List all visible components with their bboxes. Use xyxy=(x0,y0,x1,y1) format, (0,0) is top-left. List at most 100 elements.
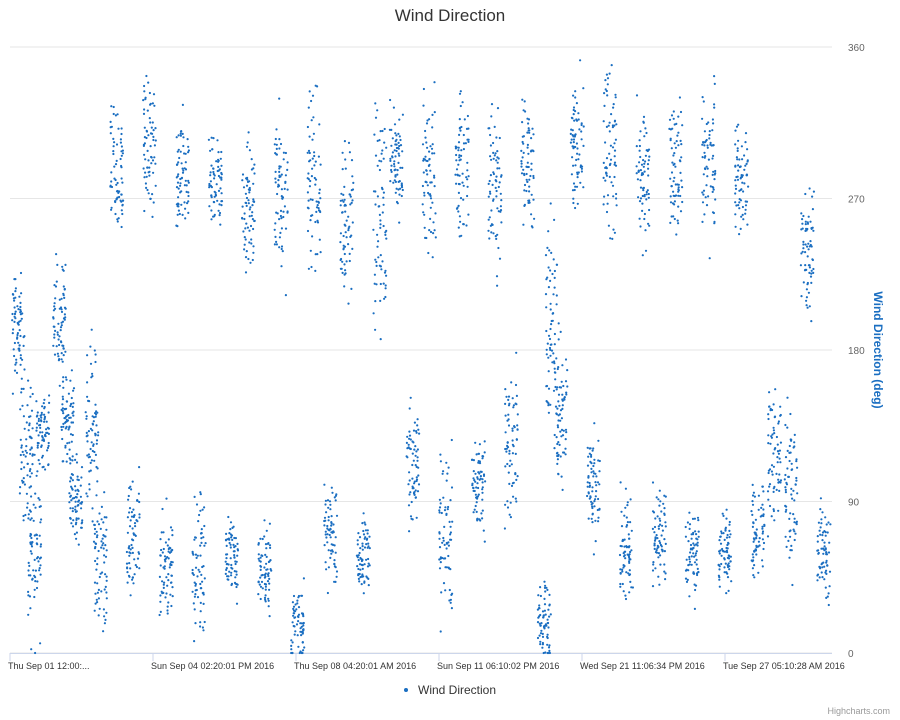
data-point xyxy=(131,551,134,555)
data-point xyxy=(711,129,714,132)
data-point xyxy=(94,559,97,563)
data-point xyxy=(706,146,709,149)
data-point xyxy=(572,164,575,167)
data-point xyxy=(785,545,788,549)
data-point xyxy=(307,267,310,270)
data-point xyxy=(482,529,485,532)
data-point xyxy=(93,349,96,352)
legend[interactable]: Wind Direction xyxy=(404,683,496,697)
data-point xyxy=(275,240,278,243)
data-point xyxy=(751,483,754,486)
data-point xyxy=(93,581,97,584)
data-point xyxy=(120,154,123,157)
data-point xyxy=(789,451,792,454)
data-point xyxy=(695,533,698,536)
data-point xyxy=(344,158,347,161)
data-point xyxy=(694,554,697,557)
data-point xyxy=(29,534,32,538)
data-point xyxy=(91,423,95,426)
data-point xyxy=(574,90,577,93)
data-point xyxy=(767,498,770,501)
data-point xyxy=(71,525,75,528)
data-point xyxy=(21,358,24,361)
data-point xyxy=(412,459,415,462)
data-point xyxy=(542,616,545,619)
data-point xyxy=(497,185,500,189)
data-point xyxy=(280,265,283,268)
data-point xyxy=(64,444,67,447)
data-point xyxy=(46,449,49,452)
data-point xyxy=(149,121,152,124)
data-point xyxy=(429,197,433,200)
data-point xyxy=(801,222,804,225)
data-point xyxy=(343,263,346,266)
data-point xyxy=(496,207,499,210)
data-point xyxy=(200,528,203,531)
data-point xyxy=(565,391,568,394)
data-point xyxy=(541,635,545,639)
data-point xyxy=(23,483,26,486)
data-point xyxy=(669,201,673,204)
data-point xyxy=(374,300,377,303)
data-point xyxy=(556,424,559,427)
data-point xyxy=(326,591,329,595)
data-point xyxy=(642,165,645,168)
data-point xyxy=(251,204,254,207)
data-point xyxy=(98,607,101,610)
data-point xyxy=(393,149,396,152)
data-point xyxy=(263,566,266,569)
data-point xyxy=(428,158,431,161)
data-point xyxy=(159,564,162,567)
data-point xyxy=(299,630,302,633)
data-point xyxy=(509,516,512,519)
data-point xyxy=(95,494,98,497)
data-point xyxy=(559,330,562,333)
data-point xyxy=(623,538,626,541)
data-point xyxy=(455,182,458,185)
data-point xyxy=(250,214,253,217)
data-point xyxy=(145,175,148,178)
data-point xyxy=(734,143,737,146)
data-point xyxy=(40,518,43,521)
data-point xyxy=(523,100,526,103)
data-point xyxy=(268,522,271,525)
data-point xyxy=(151,159,155,162)
data-point xyxy=(131,527,134,530)
data-point xyxy=(394,155,397,158)
data-point xyxy=(508,464,511,468)
data-point xyxy=(151,193,154,196)
data-point xyxy=(333,496,336,499)
data-point xyxy=(742,218,745,221)
credits-link[interactable]: Highcharts.com xyxy=(827,706,890,716)
data-point xyxy=(361,573,364,576)
data-point xyxy=(651,481,655,484)
data-point xyxy=(164,560,167,563)
data-point xyxy=(577,171,580,174)
data-point xyxy=(68,501,71,504)
data-point xyxy=(94,353,97,356)
data-point xyxy=(761,565,764,568)
data-point xyxy=(92,420,95,423)
data-point xyxy=(466,194,469,198)
data-point xyxy=(376,164,379,167)
data-point xyxy=(432,221,435,224)
data-point xyxy=(45,428,48,431)
data-point xyxy=(697,570,700,574)
data-point xyxy=(350,234,353,237)
data-point xyxy=(274,181,277,184)
data-point xyxy=(75,537,78,540)
data-point xyxy=(358,536,362,539)
data-point xyxy=(414,454,417,457)
data-point xyxy=(401,150,404,153)
data-point xyxy=(688,523,692,526)
data-point xyxy=(423,158,426,161)
data-point xyxy=(351,175,354,178)
data-point xyxy=(415,431,418,434)
data-point xyxy=(61,380,65,383)
data-point xyxy=(588,485,591,488)
data-point xyxy=(509,459,512,462)
data-point xyxy=(129,519,132,522)
data-point xyxy=(296,599,299,602)
data-point xyxy=(297,645,300,648)
data-point xyxy=(210,209,213,212)
